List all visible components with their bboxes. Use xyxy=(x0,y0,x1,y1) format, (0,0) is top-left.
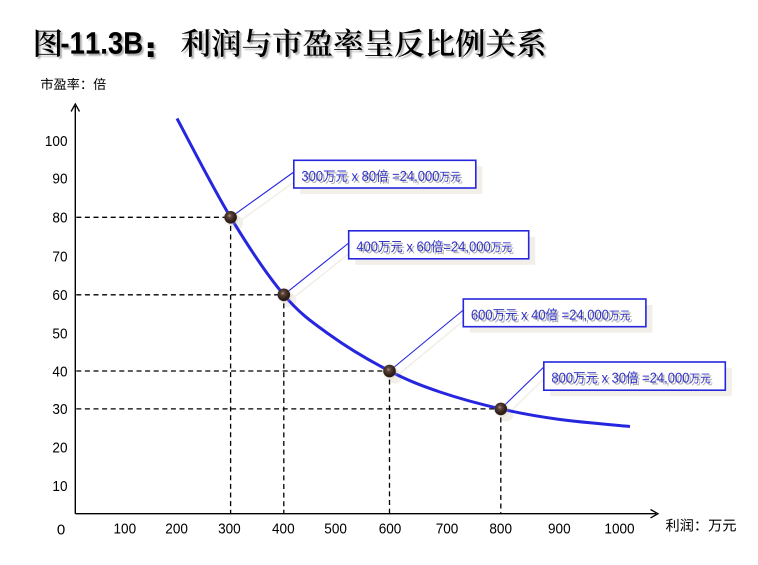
svg-text:200: 200 xyxy=(165,521,188,538)
svg-text:20: 20 xyxy=(52,440,67,457)
svg-text:1000: 1000 xyxy=(604,521,634,538)
svg-text:400: 400 xyxy=(272,521,295,538)
svg-text:800: 800 xyxy=(489,521,512,538)
svg-text:40: 40 xyxy=(52,363,67,380)
svg-text:300: 300 xyxy=(218,521,241,538)
svg-text:700: 700 xyxy=(436,521,459,538)
svg-text:80: 80 xyxy=(52,210,67,227)
svg-text:500: 500 xyxy=(324,521,347,538)
svg-text:100: 100 xyxy=(45,133,68,150)
svg-text:30: 30 xyxy=(52,401,67,418)
svg-text:0: 0 xyxy=(57,522,65,539)
svg-text:50: 50 xyxy=(52,326,67,343)
svg-text:600: 600 xyxy=(379,521,402,538)
svg-text:900: 900 xyxy=(548,521,571,538)
svg-text:100: 100 xyxy=(114,521,137,538)
svg-text:70: 70 xyxy=(52,248,67,265)
svg-text:60: 60 xyxy=(52,287,67,304)
svg-text:90: 90 xyxy=(52,170,67,187)
svg-text:10: 10 xyxy=(52,478,67,495)
